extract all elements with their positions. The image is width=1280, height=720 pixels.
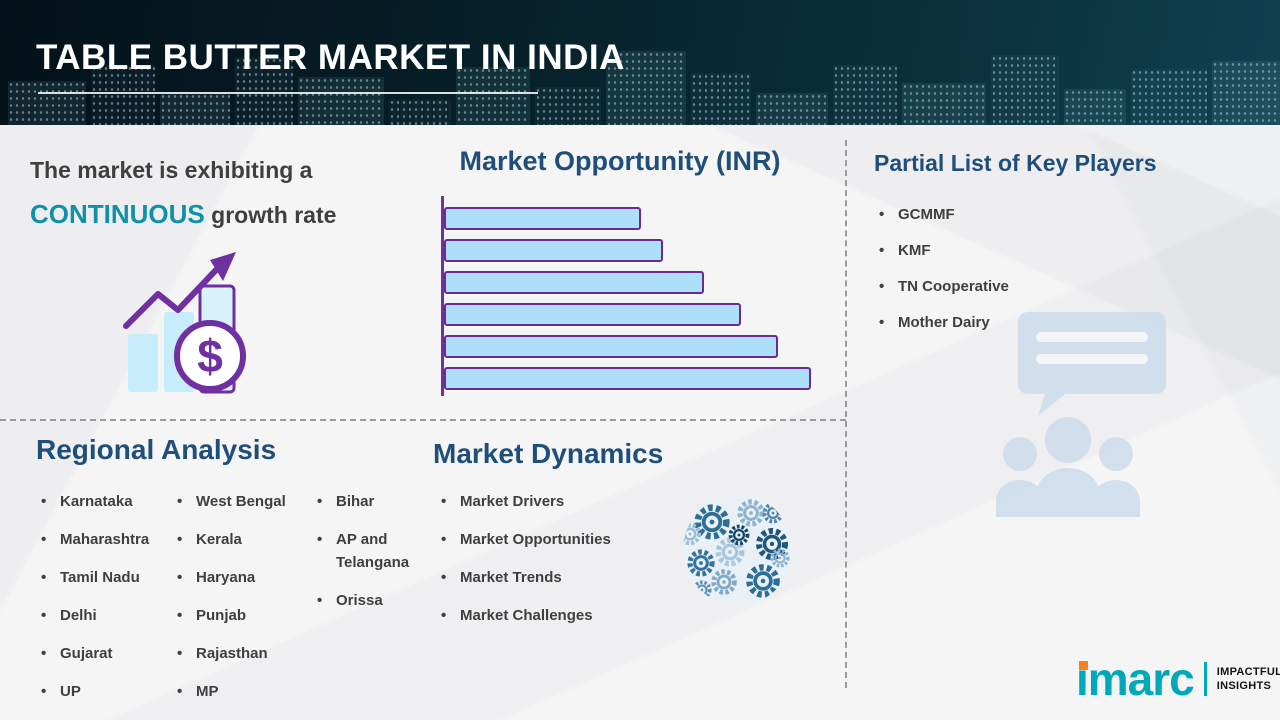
growth-statement-highlight: CONTINUOUS	[30, 199, 205, 229]
audience-chat-icon	[996, 312, 1166, 517]
building-silhouette	[535, 87, 601, 125]
vertical-dashed-divider	[845, 140, 847, 688]
list-item: GCMMF	[874, 203, 1264, 226]
header-banner: TABLE BUTTER MARKET IN INDIA	[0, 0, 1280, 125]
building-silhouette	[902, 83, 986, 125]
growth-statement-line1: The market is exhibiting a	[30, 157, 313, 183]
building-silhouette	[8, 81, 86, 125]
growth-statement-rest: growth rate	[204, 202, 337, 228]
list-item: AP and Telangana	[312, 528, 420, 574]
market-opportunity-bar	[444, 271, 704, 294]
list-item: Market Opportunities	[436, 528, 676, 551]
list-item: Punjab	[172, 604, 310, 627]
market-opportunity-bar	[444, 239, 663, 262]
list-item: KMF	[874, 239, 1264, 262]
list-item: TN Cooperative	[874, 275, 1264, 298]
market-opportunity-chart	[441, 196, 815, 396]
list-item: Karnataka	[36, 490, 174, 513]
gears-ball-icon	[683, 495, 793, 605]
market-opportunity-bar	[444, 367, 812, 390]
list-item: Rajasthan	[172, 642, 310, 665]
imarc-logo-orange-square	[1079, 661, 1088, 670]
regional-column-2: West Bengal Kerala Haryana Punjab Rajast…	[172, 490, 310, 718]
logo-divider	[1203, 662, 1207, 696]
logo-tagline-line2: INSIGHTS	[1216, 680, 1272, 692]
building-silhouette	[1131, 69, 1207, 125]
market-dynamics-list: Market Drivers Market Opportunities Mark…	[436, 490, 676, 642]
list-item: MP	[172, 680, 310, 703]
building-silhouette	[756, 93, 828, 125]
imarc-logo-text: imarc	[1076, 653, 1195, 705]
list-item: Maharashtra	[36, 528, 174, 551]
building-silhouette	[606, 51, 686, 125]
list-item: Haryana	[172, 566, 310, 589]
list-item: Mother Dairy	[874, 311, 1264, 334]
building-silhouette	[1212, 61, 1280, 125]
market-opportunity-bar	[444, 335, 778, 358]
growth-chart-dollar-icon: $	[123, 252, 246, 394]
list-item: Delhi	[36, 604, 174, 627]
key-players-title: Partial List of Key Players	[874, 150, 1157, 176]
list-item: Bihar	[312, 490, 420, 513]
list-item: Market Trends	[436, 566, 676, 589]
building-silhouette	[235, 57, 293, 125]
building-silhouette	[91, 65, 155, 125]
regional-analysis-title: Regional Analysis	[36, 434, 277, 465]
logo-tagline: IMPACTFUL INSIGHTS	[1217, 665, 1280, 693]
building-silhouette	[298, 77, 384, 125]
building-silhouette	[691, 73, 751, 125]
imarc-logo: imarc IMPACTFUL INSIGHTS	[1076, 656, 1280, 702]
building-silhouette	[456, 67, 530, 125]
key-players-list: GCMMF KMF TN Cooperative Mother Dairy	[874, 203, 1264, 334]
city-skyline-decoration	[0, 51, 1280, 125]
list-item: Orissa	[312, 589, 420, 612]
svg-text:$: $	[197, 330, 223, 382]
list-item: West Bengal	[172, 490, 310, 513]
list-item: Kerala	[172, 528, 310, 551]
building-silhouette	[991, 55, 1059, 125]
building-silhouette	[1064, 89, 1126, 125]
building-silhouette	[389, 99, 451, 125]
list-item: UP	[36, 680, 174, 703]
list-item: Market Challenges	[436, 604, 676, 627]
building-silhouette	[160, 93, 230, 125]
market-opportunity-bar	[444, 207, 641, 230]
imarc-logo-wordmark: imarc	[1076, 653, 1195, 705]
horizontal-dashed-divider	[0, 419, 846, 421]
list-item: Gujarat	[36, 642, 174, 665]
list-item: Tamil Nadu	[36, 566, 174, 589]
regional-column-3: Bihar AP and Telangana Orissa	[312, 490, 420, 627]
logo-tagline-line1: IMPACTFUL	[1216, 666, 1280, 678]
regional-column-1: Karnataka Maharashtra Tamil Nadu Delhi G…	[36, 490, 174, 718]
market-dynamics-title: Market Dynamics	[433, 438, 664, 469]
key-players-section: Partial List of Key Players GCMMF KMF TN…	[874, 150, 1264, 347]
page-title: TABLE BUTTER MARKET IN INDIA	[36, 38, 625, 77]
market-opportunity-title: Market Opportunity (INR)	[459, 146, 781, 176]
growth-statement: The market is exhibiting a CONTINUOUS gr…	[30, 148, 410, 237]
title-underline	[38, 92, 538, 94]
market-opportunity-bar	[444, 303, 741, 326]
list-item: Market Drivers	[436, 490, 676, 513]
building-silhouette	[833, 65, 897, 125]
